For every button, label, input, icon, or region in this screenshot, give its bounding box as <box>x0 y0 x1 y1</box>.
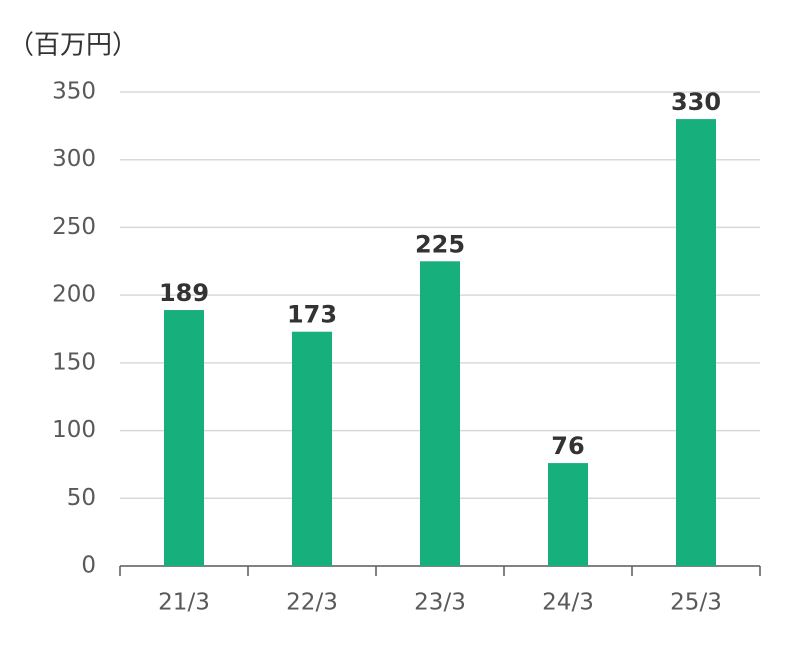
bar <box>420 261 460 566</box>
x-tick-label: 22/3 <box>286 590 338 616</box>
data-label: 76 <box>551 432 584 460</box>
y-tick-label: 200 <box>52 282 96 308</box>
bar <box>164 310 204 566</box>
y-tick-label: 250 <box>52 214 96 240</box>
data-label: 330 <box>671 88 721 116</box>
y-tick-label: 300 <box>52 146 96 172</box>
y-tick-label: 0 <box>81 553 96 579</box>
y-tick-label: 100 <box>52 417 96 443</box>
x-tick-label: 21/3 <box>158 590 210 616</box>
data-label: 189 <box>159 279 209 307</box>
bar <box>548 463 588 566</box>
y-axis-unit: （百万円） <box>8 31 138 61</box>
y-tick-label: 50 <box>67 485 96 511</box>
x-tick-label: 23/3 <box>414 590 466 616</box>
x-tick-label: 24/3 <box>542 590 594 616</box>
y-tick-label: 350 <box>52 79 96 105</box>
bar <box>676 119 716 566</box>
x-tick-label: 25/3 <box>670 590 722 616</box>
y-tick-label: 150 <box>52 349 96 375</box>
data-label: 173 <box>287 301 337 329</box>
bar <box>292 331 332 566</box>
data-label: 225 <box>415 230 465 258</box>
